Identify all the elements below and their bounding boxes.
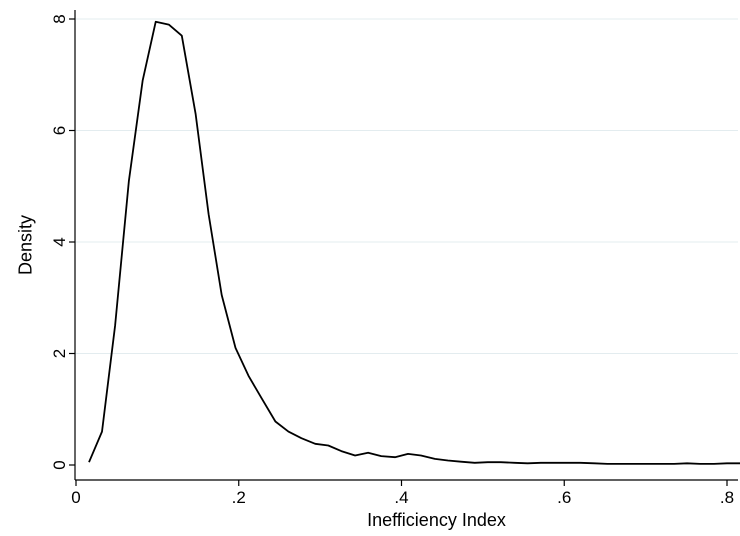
x-axis-title: Inefficiency Index (367, 510, 506, 530)
y-axis: 0 2 4 6 8 (50, 10, 76, 480)
x-axis: 0 .2 .4 .6 .8 (71, 479, 738, 507)
gridlines (75, 18, 738, 354)
y-tick-label-2: 4 (50, 237, 69, 246)
y-tick-label-1: 2 (50, 349, 69, 358)
y-tick-label-0: 0 (50, 460, 69, 469)
x-tick-label-1: .2 (232, 488, 246, 507)
density-line-0 (88, 20, 740, 465)
y-tick-label-3: 6 (50, 126, 69, 135)
x-tick-label-4: .8 (720, 488, 734, 507)
y-tick-label-4: 8 (50, 14, 69, 23)
y-axis-title: Density (15, 215, 35, 275)
x-tick-label-3: .6 (557, 488, 571, 507)
x-tick-label-2: .4 (394, 488, 408, 507)
x-tick-label-0: 0 (71, 488, 80, 507)
plot-lines (88, 20, 740, 465)
